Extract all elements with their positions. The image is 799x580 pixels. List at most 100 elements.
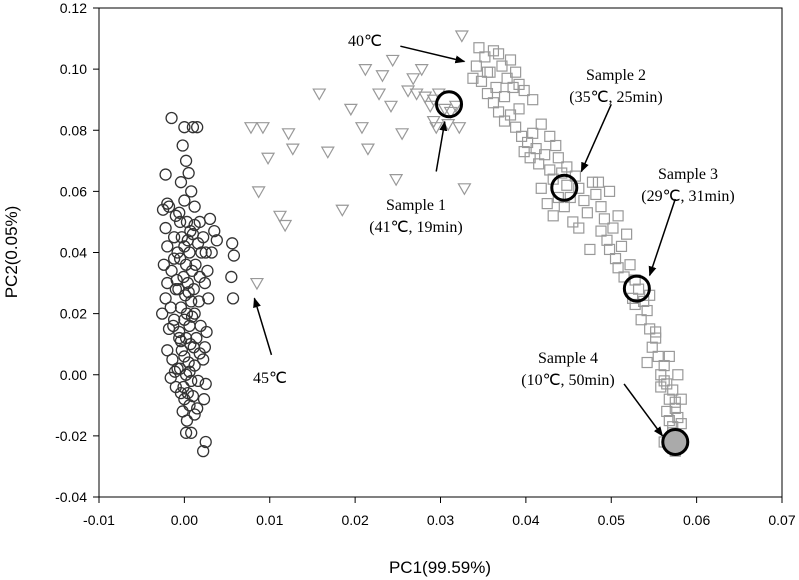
- triangle-point: [418, 91, 433, 104]
- circle-point: [186, 121, 200, 134]
- circle-point: [226, 237, 239, 250]
- circle-point: [208, 224, 221, 238]
- y-tick-label: 0.06: [60, 183, 87, 199]
- x-tick-label: 0.00: [171, 512, 198, 528]
- square-point: [601, 234, 613, 246]
- sample-1-marker: [435, 90, 464, 119]
- annotation-45c: 45℃: [253, 370, 287, 387]
- square-point: [581, 207, 593, 219]
- square-point: [650, 326, 662, 338]
- square-point: [561, 161, 573, 173]
- circle-point: [191, 402, 204, 415]
- circle-point: [175, 344, 188, 357]
- circle-point: [185, 310, 199, 323]
- circle-point: [197, 353, 210, 366]
- circle-point: [210, 234, 223, 247]
- circle-point: [174, 176, 188, 189]
- square-point: [603, 185, 616, 197]
- triangle-point: [443, 106, 458, 120]
- circle-point: [185, 295, 198, 308]
- square-point: [527, 94, 539, 106]
- circle-point: [167, 313, 181, 326]
- square-point: [533, 158, 545, 170]
- square-point: [603, 243, 616, 256]
- annotation-arrow-t45: [253, 297, 273, 356]
- square-point: [510, 121, 522, 133]
- square-point: [675, 418, 687, 430]
- circle-point: [156, 307, 169, 320]
- sample-2-marker: [550, 173, 579, 202]
- triangle-point: [249, 277, 264, 291]
- annotation-sample1-name: Sample 1: [386, 197, 446, 214]
- circle-point: [185, 185, 198, 198]
- triangle-point: [360, 143, 375, 156]
- square-point: [663, 350, 675, 363]
- square-point: [510, 66, 522, 78]
- square-point: [498, 115, 511, 127]
- annotation-sample3-detail: (29℃, 31min): [641, 188, 735, 205]
- circle-point: [195, 246, 208, 259]
- circle-point: [185, 426, 198, 439]
- triangle-point: [406, 73, 421, 86]
- sample-3-marker: [622, 274, 651, 303]
- y-axis-ticks: -0.04 -0.02 0.00 0.02 0.04 0.06 0.08 0.10 0.12: [55, 0, 99, 505]
- triangle-point: [255, 122, 270, 135]
- triangle-point: [343, 103, 358, 117]
- circle-point: [227, 249, 241, 262]
- triangle-point: [272, 210, 288, 224]
- triangle-point: [429, 122, 444, 135]
- x-axis-title: PC1(99.59%): [389, 558, 491, 577]
- circle-point: [161, 344, 174, 357]
- circle-point: [159, 221, 172, 235]
- x-tick-label: 0.03: [427, 512, 454, 528]
- square-point: [544, 130, 556, 142]
- annotation-arrow-s2: [580, 103, 612, 173]
- circle-point: [182, 356, 195, 369]
- square-point: [550, 139, 562, 152]
- circle-point: [164, 371, 177, 384]
- triangle-point: [423, 100, 438, 114]
- circle-point: [199, 246, 212, 259]
- circle-point: [177, 380, 190, 394]
- circle-point: [188, 218, 201, 232]
- square-point: [530, 142, 542, 155]
- triangle-point: [358, 64, 373, 77]
- square-point: [481, 66, 494, 78]
- triangle-point: [452, 122, 467, 135]
- triangle-point: [385, 54, 400, 68]
- circle-point: [167, 231, 181, 244]
- square-point: [661, 405, 673, 418]
- annotation-arrow-t40: [400, 45, 466, 64]
- circle-point: [225, 270, 238, 284]
- square-point: [658, 359, 670, 372]
- annotation-sample4-name: Sample 4: [538, 350, 598, 367]
- triangle-point: [426, 115, 441, 129]
- circle-point: [178, 121, 191, 134]
- circle-point: [188, 200, 201, 213]
- plot-area-frame: [98, 7, 783, 498]
- triangle-point: [354, 122, 369, 135]
- annotation-sample2-detail: (35℃, 25min): [569, 89, 663, 106]
- triangle-point: [285, 143, 300, 156]
- circle-point: [164, 301, 177, 314]
- square-point: [535, 182, 547, 194]
- square-point: [646, 341, 658, 353]
- square-point: [558, 201, 570, 213]
- x-tick-label: 0.02: [342, 512, 369, 528]
- circle-point: [179, 426, 193, 439]
- circle-point: [226, 292, 240, 305]
- circle-point: [194, 319, 207, 333]
- square-point: [655, 381, 667, 393]
- circle-point: [178, 194, 191, 207]
- square-point: [615, 240, 628, 252]
- circle-point: [165, 111, 178, 125]
- square-point: [586, 176, 599, 188]
- square-point: [501, 72, 513, 84]
- square-point: [524, 152, 536, 164]
- square-point: [516, 130, 528, 142]
- annotation-arrow-s1: [435, 120, 448, 172]
- square-point: [475, 75, 488, 87]
- circle-point: [202, 292, 215, 305]
- circle-point: [167, 252, 181, 265]
